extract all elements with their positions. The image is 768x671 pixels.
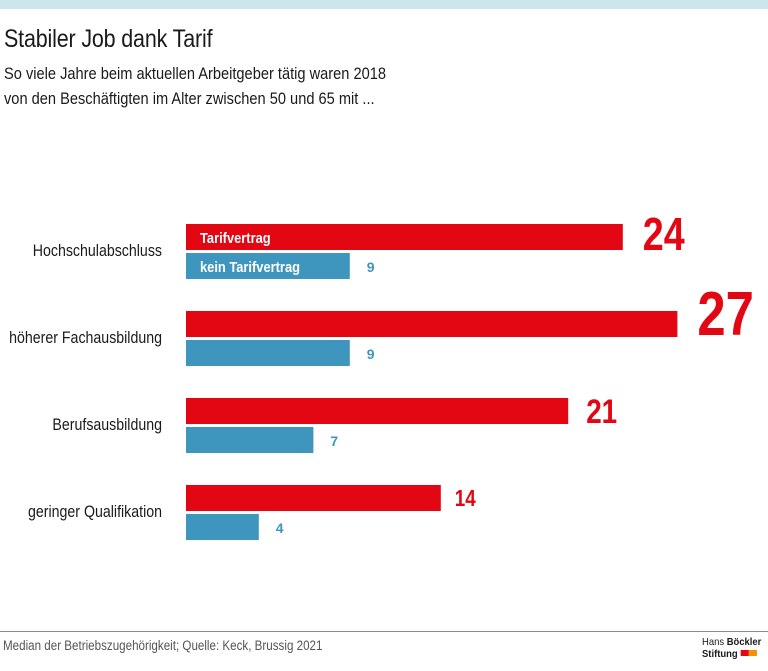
chart-subtitle-line-2: von den Beschäftigten im Alter zwischen …	[4, 89, 375, 108]
value-label-tarifvertrag-geringer-qualifikation: 14	[455, 486, 476, 511]
bar-kein-tarifvertrag-geringer-qualifikation	[186, 514, 259, 540]
bar-tarifvertrag-berufsausbildung	[186, 398, 569, 424]
value-label-tarifvertrag-berufsausbildung: 21	[586, 392, 617, 430]
value-label-kein-tarifvertrag-geringer-qualifikation: 4	[276, 520, 284, 536]
hans-boeckler-stiftung-logo: Hans Böckler Stiftung	[702, 636, 761, 660]
bar-kein-tarifvertrag-berufsausbildung	[186, 427, 314, 453]
bar-kein-tarifvertrag-höherer-fachausbildung	[186, 340, 350, 366]
bar-tarifvertrag-hochschulabschluss	[186, 224, 623, 250]
logo-orange-square-icon	[748, 650, 757, 656]
source-note: Median der Betriebszugehörigkeit; Quelle…	[3, 638, 323, 653]
bar-tarifvertrag-geringer-qualifikation	[186, 485, 441, 511]
bar-kein-tarifvertrag-hochschulabschluss	[186, 253, 350, 279]
category-label-hochschulabschluss: Hochschulabschluss	[33, 242, 163, 260]
footer-divider	[0, 631, 768, 632]
category-label-höherer-fachausbildung: höherer Fachausbildung	[9, 329, 162, 347]
logo-text-stiftung: Stiftung	[702, 648, 738, 660]
legend-label-kein-tarifvertrag: kein Tarifvertrag	[200, 258, 300, 275]
logo-red-square-icon	[740, 650, 749, 656]
chart-title: Stabiler Job dank Tarif	[4, 25, 213, 53]
value-label-kein-tarifvertrag-höherer-fachausbildung: 9	[367, 346, 375, 362]
value-label-tarifvertrag-hochschulabschluss: 24	[643, 208, 685, 259]
top-accent-bar	[0, 0, 768, 9]
bar-tarifvertrag-höherer-fachausbildung	[186, 311, 678, 337]
category-label-geringer-qualifikation: geringer Qualifikation	[28, 503, 162, 521]
value-label-kein-tarifvertrag-berufsausbildung: 7	[330, 433, 338, 449]
value-label-tarifvertrag-höherer-fachausbildung: 27	[697, 280, 754, 349]
category-label-berufsausbildung: Berufsausbildung	[52, 416, 162, 434]
logo-text-boeckler: Böckler	[726, 636, 762, 648]
legend-label-tarifvertrag: Tarifvertrag	[200, 229, 271, 246]
logo-text-hans: Hans	[702, 636, 727, 648]
value-label-kein-tarifvertrag-hochschulabschluss: 9	[367, 259, 375, 275]
chart-subtitle-line-1: So viele Jahre beim aktuellen Arbeitgebe…	[4, 64, 386, 83]
